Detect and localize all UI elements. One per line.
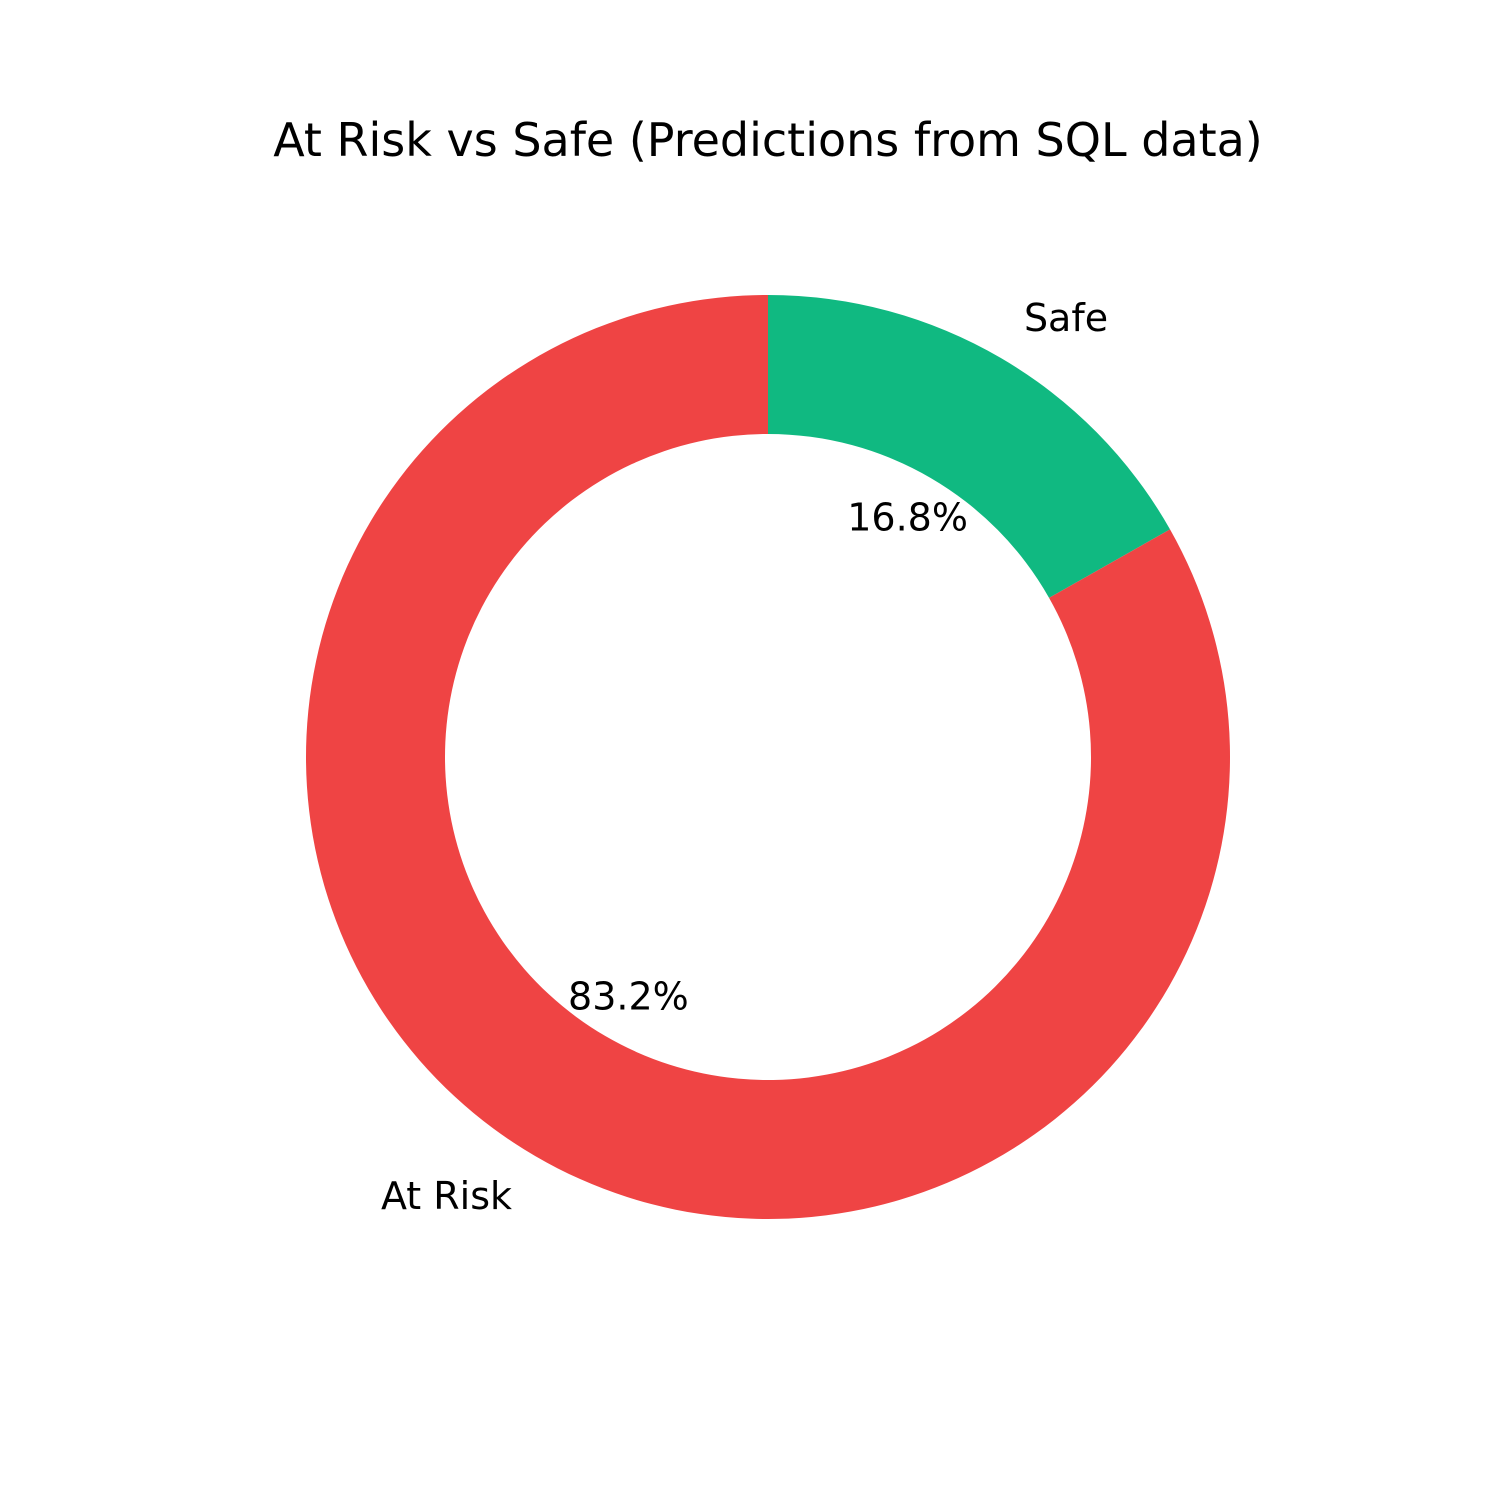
slice-at-risk bbox=[306, 295, 1231, 1219]
slice-label-safe: Safe bbox=[1024, 296, 1108, 340]
donut-slices bbox=[306, 295, 1231, 1219]
slice-label-at-risk: At Risk bbox=[381, 1174, 512, 1218]
percent-label-safe: 16.8% bbox=[847, 496, 968, 540]
slice-safe bbox=[768, 295, 1171, 598]
chart-title: At Risk vs Safe (Predictions from SQL da… bbox=[273, 113, 1263, 167]
percent-label-at-risk: 83.2% bbox=[568, 974, 689, 1018]
donut-labels: Safe 16.8% At Risk 83.2% bbox=[381, 296, 1108, 1218]
